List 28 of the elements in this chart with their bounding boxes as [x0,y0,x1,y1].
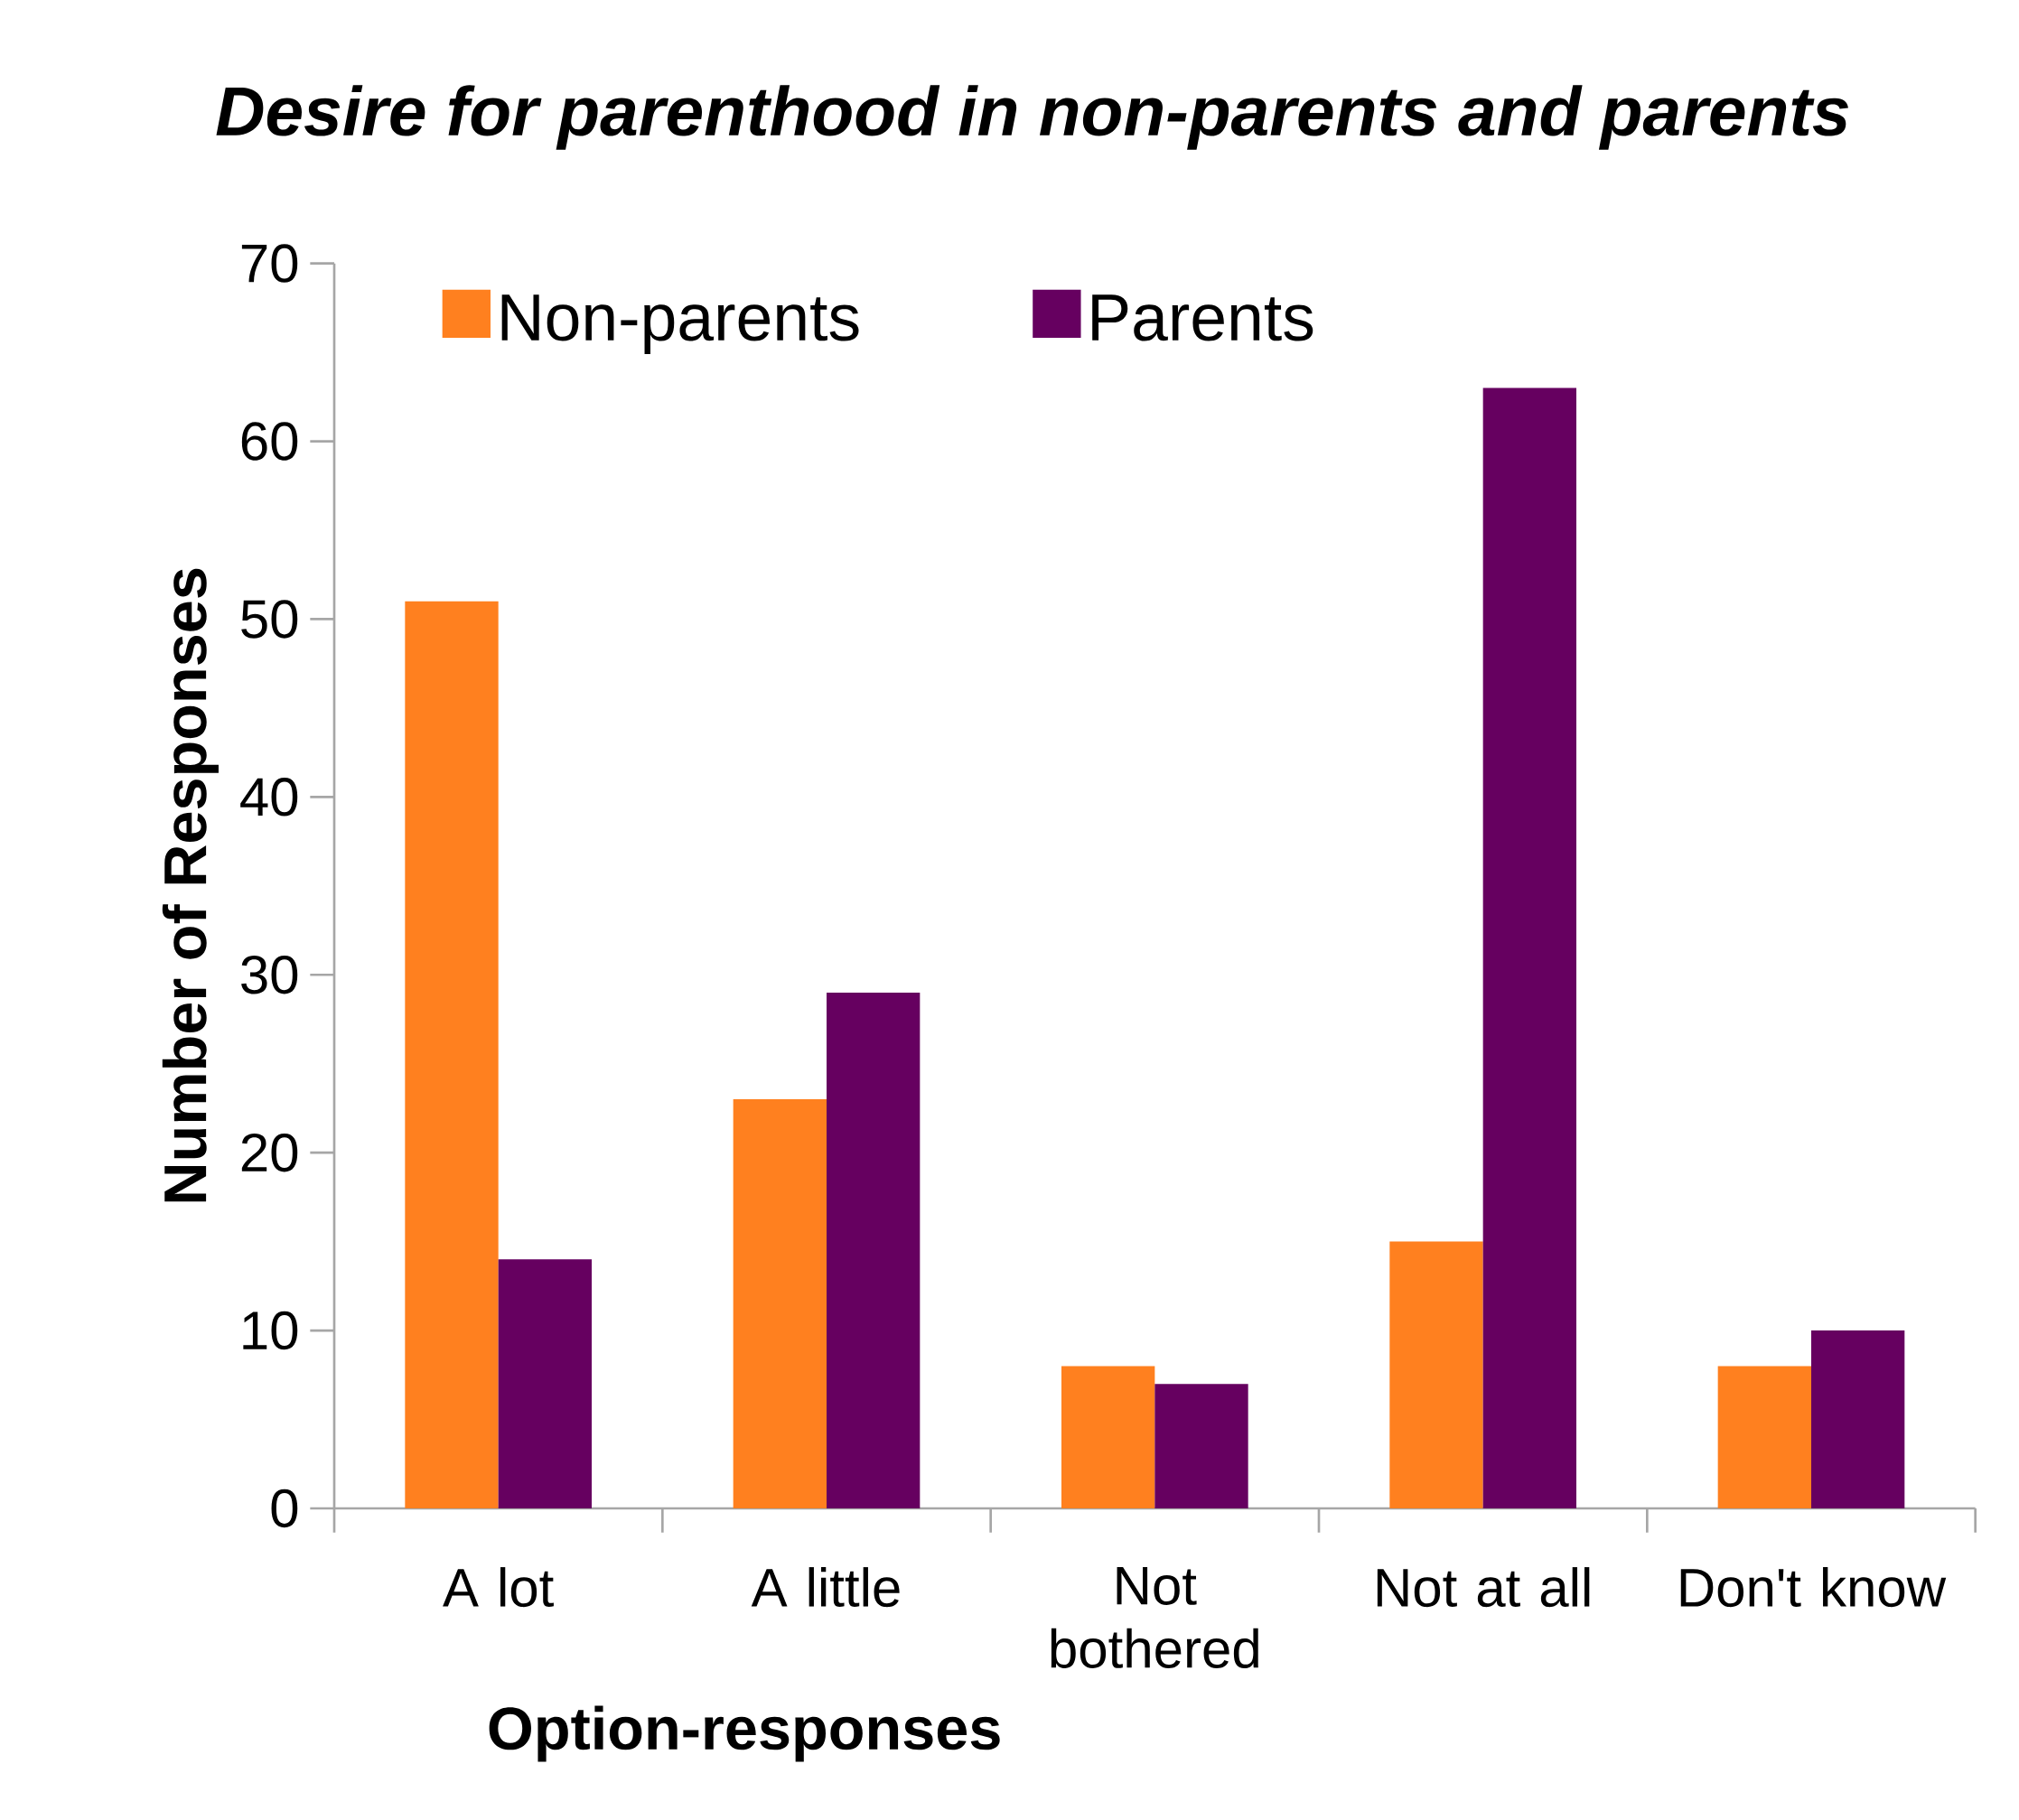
x-tick-label: Not bothered [1051,1567,1258,1668]
x-tick-label: Not at all [1377,1567,1590,1608]
bar [1389,1241,1483,1508]
y-tick-label: 70 [241,244,298,283]
legend-label: Parents [1092,294,1313,341]
bar [1717,1366,1811,1508]
x-tick-label: A lot [443,1567,554,1608]
chart-title: Desire for parenthood in non-parents and parents [216,85,1848,150]
bar [405,601,499,1508]
bar [498,1259,592,1508]
y-tick-label: 30 [241,956,298,994]
bar [1154,1384,1248,1508]
x-tick-label: Don't know [1680,1567,1947,1608]
y-tick-label: 0 [271,1489,298,1528]
x-axis-title: Option-responses [489,1705,1000,1762]
bar [1811,1330,1905,1508]
y-tick-label: 50 [241,600,298,639]
bar [733,1099,827,1508]
y-tick-label: 10 [243,1311,298,1350]
x-tick-label: A little [751,1567,900,1608]
bar [1482,387,1576,1508]
y-tick-label: 60 [241,422,298,461]
y-axis-title: Number of Responses [162,568,219,1202]
y-tick-label: 40 [240,778,298,817]
bar [827,992,921,1508]
bar [1061,1366,1155,1508]
y-tick-label: 20 [241,1133,298,1172]
legend-label: Non-parents [501,294,859,354]
